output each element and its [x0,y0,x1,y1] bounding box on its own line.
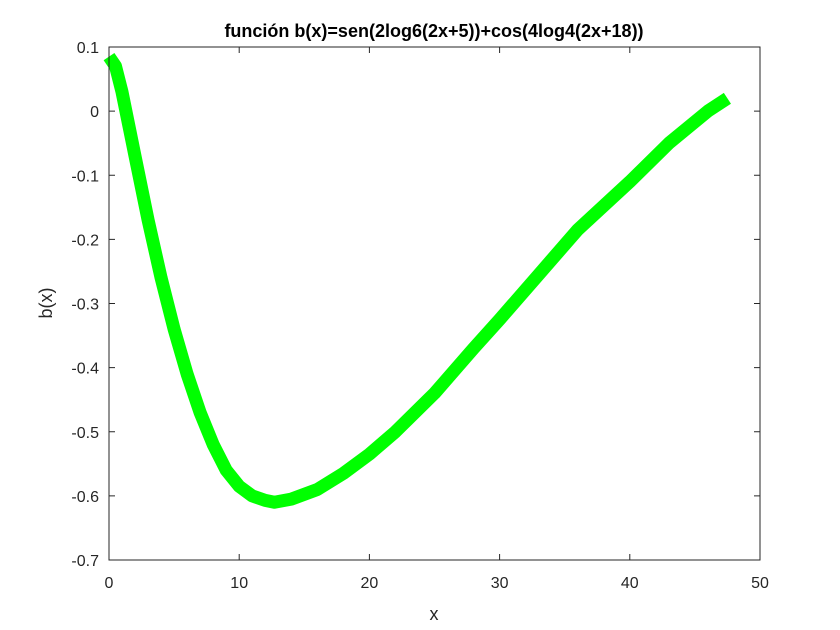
plot-background [109,47,760,560]
x-tick-label: 50 [751,575,769,592]
y-tick-label: -0.4 [71,361,99,378]
y-axis-label: b(x) [36,288,56,319]
x-axis-label: x [430,604,439,624]
y-tick-label: 0.1 [77,40,99,57]
x-tick-label: 20 [361,575,379,592]
x-tick-label: 30 [491,575,509,592]
series-layer [103,52,731,509]
series-line-0 [103,52,731,509]
chart-title: función b(x)=sen(2log6(2x+5))+cos(4log4(… [224,21,643,41]
y-tick-label: -0.6 [71,489,99,506]
x-tick-label: 0 [105,575,114,592]
y-ticks: 0.1 0 -0.1 -0.2 -0.3 -0.4 -0.5 -0.6 -0.7 [71,40,760,570]
x-tick-label: 10 [230,575,248,592]
y-tick-label: -0.5 [71,425,99,442]
y-tick-label: -0.7 [71,553,99,570]
y-tick-label: 0 [90,104,99,121]
y-tick-label: -0.1 [71,168,99,185]
x-ticks: 0 10 20 30 40 50 [105,47,769,592]
y-tick-label: -0.3 [71,297,99,314]
y-tick-label: -0.2 [71,232,99,249]
x-tick-label: 40 [621,575,639,592]
